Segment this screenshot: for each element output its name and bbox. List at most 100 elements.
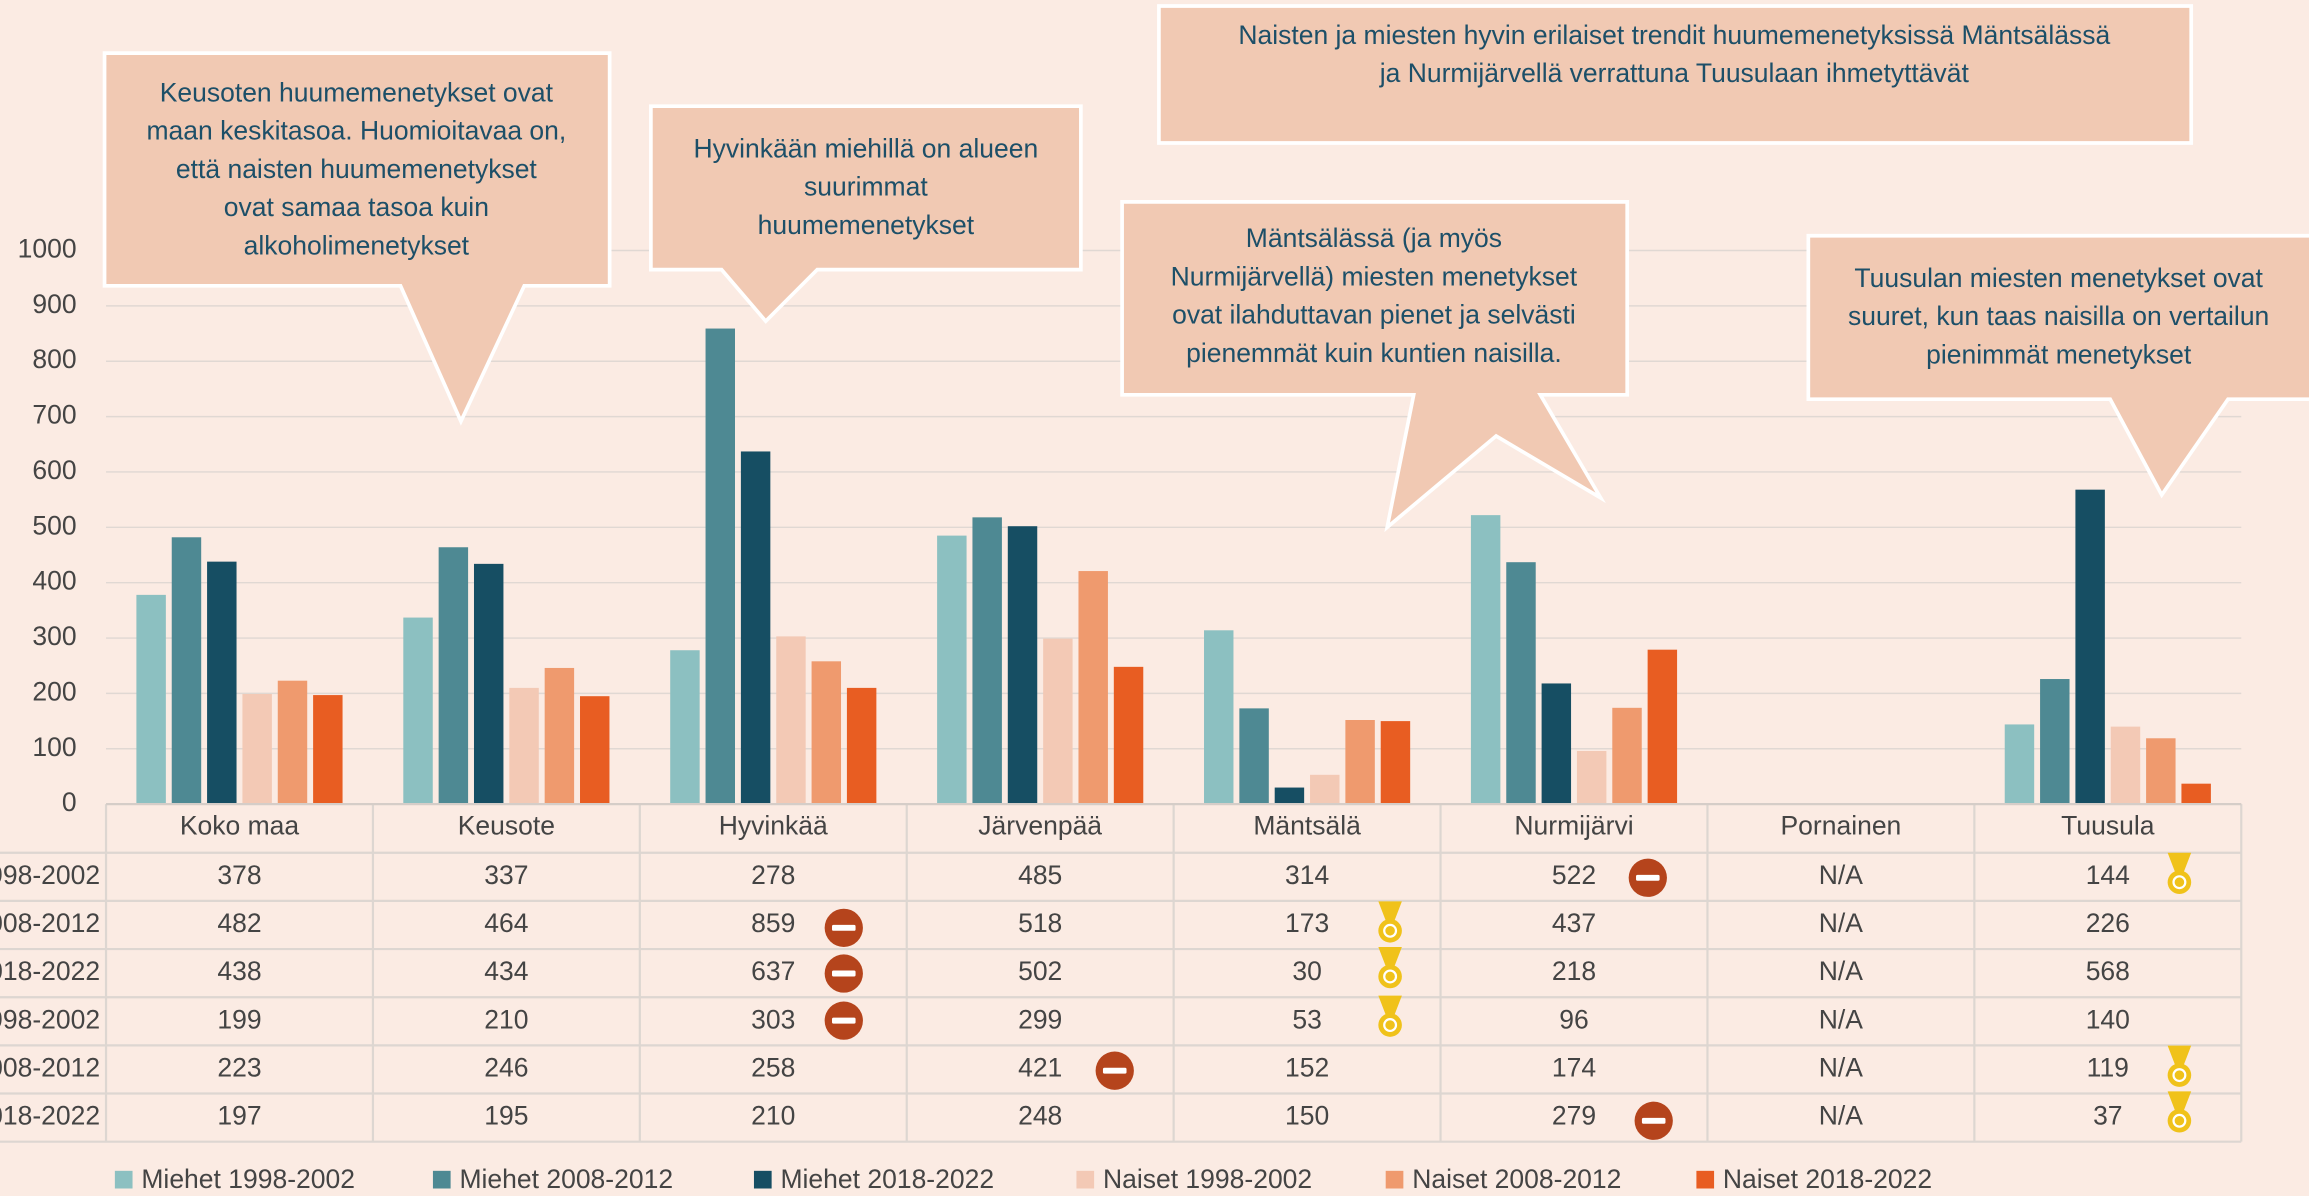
legend-label: Naiset 2018-2022 — [1723, 1164, 1932, 1194]
table-cell: N/A — [1819, 1052, 1863, 1082]
bar — [2040, 679, 2070, 805]
bar — [1274, 787, 1305, 805]
row-label: Naiset 2018-2022 — [0, 1101, 100, 1131]
callout-shape — [1806, 233, 2309, 499]
medal-icon — [1378, 919, 1402, 943]
legend-swatch — [753, 1170, 772, 1189]
table-cell: 53 — [1292, 1004, 1321, 1034]
y-tick-label: 800 — [32, 344, 76, 374]
table-cell: 482 — [217, 908, 261, 938]
callout-line: Keusoten huumemenetykset ovat — [160, 77, 554, 107]
medal-ribbon — [2167, 1091, 2192, 1111]
medal-inner — [2172, 1113, 2187, 1128]
y-tick-label: 200 — [32, 676, 76, 706]
callout-line: pienemmät kuin kuntien naisilla. — [1186, 338, 1562, 368]
bar — [1541, 683, 1572, 805]
callout-line: ovat samaa tasoa kuin — [224, 192, 489, 222]
table-cell: 464 — [484, 908, 528, 938]
callout-line: huumemenetykset — [758, 210, 975, 240]
legend-label: Naiset 1998-2002 — [1103, 1164, 1312, 1194]
callout-line: Naisten ja miesten hyvin erilaiset trend… — [1238, 20, 2110, 50]
bar — [1204, 630, 1234, 805]
table-cell: 859 — [751, 908, 795, 938]
table-cell: 195 — [484, 1101, 528, 1131]
callout-line: alkoholimenetykset — [244, 231, 470, 261]
bar — [740, 451, 771, 805]
y-tick-label: 100 — [32, 732, 76, 762]
table-cell: N/A — [1819, 1101, 1863, 1131]
legend-swatch — [114, 1170, 133, 1189]
legend-label: Naiset 2008-2012 — [1412, 1164, 1621, 1194]
table-cell: 303 — [751, 1004, 795, 1034]
medal-ribbon — [1378, 901, 1402, 921]
legend-swatch — [1385, 1170, 1404, 1189]
x-tick-label: Hyvinkää — [719, 811, 828, 841]
table-cell: N/A — [1819, 1004, 1863, 1034]
callout: Tuusulan miesten menetykset ovat suuret,… — [1806, 233, 2309, 499]
medal-icon — [2167, 1063, 2192, 1087]
bar — [242, 693, 272, 805]
minus-icon-bar — [1636, 874, 1660, 881]
bar — [2110, 726, 2141, 805]
y-tick-label: 0 — [62, 787, 77, 817]
table-cell: 279 — [1552, 1101, 1596, 1131]
x-tick-label: Nurmijärvi — [1514, 811, 1633, 841]
medal-icon — [1378, 1013, 1402, 1037]
row-label: Miehet 2008-2012 — [0, 908, 100, 938]
bar — [2146, 738, 2176, 805]
table-cell: 144 — [2086, 860, 2130, 890]
callout-line: suuret, kun taas naisilla on vertailun — [1848, 301, 2269, 331]
table-cell: 502 — [1018, 956, 1062, 986]
bar — [2075, 489, 2105, 805]
legend-label: Miehet 2018-2022 — [780, 1164, 994, 1194]
callout-line: Mäntsälässä (ja myös — [1246, 223, 1502, 253]
bar — [937, 535, 967, 805]
table-cell: N/A — [1819, 908, 1863, 938]
table-cell: 258 — [751, 1052, 795, 1082]
minus-icon-bar — [1641, 1117, 1666, 1124]
medal-inner — [2172, 1068, 2187, 1083]
x-tick-label: Mäntsälä — [1253, 811, 1361, 841]
bar — [1470, 515, 1501, 805]
bar — [509, 687, 539, 805]
table-cell: 437 — [1552, 908, 1596, 938]
table-cell: 140 — [2086, 1004, 2130, 1034]
callout-line: ja Nurmijärvellä verrattuna Tuusulaan ih… — [1379, 58, 1970, 88]
table-cell: 210 — [484, 1004, 528, 1034]
medal-ribbon — [2167, 852, 2192, 872]
callout-shape — [102, 51, 612, 426]
table-cell: 518 — [1018, 908, 1062, 938]
table-cell: 485 — [1018, 860, 1062, 890]
medal-inner — [1383, 1018, 1398, 1033]
medal-icon — [1378, 964, 1402, 989]
medal-inner — [1383, 923, 1398, 938]
bar — [811, 661, 842, 805]
medal-icon — [2167, 1108, 2192, 1133]
callout-line: Nurmijärvellä) miesten menetykset — [1171, 261, 1578, 291]
y-tick-label: 300 — [32, 621, 76, 651]
legend-swatch — [1076, 1170, 1095, 1189]
callout-line: ovat ilahduttavan pienet ja selvästi — [1172, 300, 1576, 330]
row-label: Naiset 2008-2012 — [0, 1052, 100, 1082]
bar — [1380, 721, 1411, 805]
x-tick-label: Keusote — [458, 811, 555, 841]
x-tick-label: Koko maa — [180, 811, 300, 841]
bar — [2181, 783, 2211, 805]
bar — [580, 696, 610, 805]
callout-line: maan keskitasoa. Huomioitavaa on, — [146, 116, 566, 146]
table-cell: 314 — [1285, 860, 1329, 890]
y-tick-label: 1000 — [18, 233, 77, 263]
bar — [1007, 526, 1038, 805]
bar — [670, 650, 700, 805]
table-cell: 637 — [751, 956, 795, 986]
callout-line: Tuusulan miesten menetykset ovat — [1854, 263, 2263, 293]
bar — [1239, 708, 1269, 805]
table-cell: 226 — [2086, 908, 2130, 938]
table-cell: 299 — [1018, 1004, 1062, 1034]
table-cell: N/A — [1819, 956, 1863, 986]
bar — [2004, 724, 2035, 805]
table-cell: 568 — [2086, 956, 2130, 986]
callout-shape — [1120, 200, 1630, 533]
table-cell: 246 — [484, 1052, 528, 1082]
